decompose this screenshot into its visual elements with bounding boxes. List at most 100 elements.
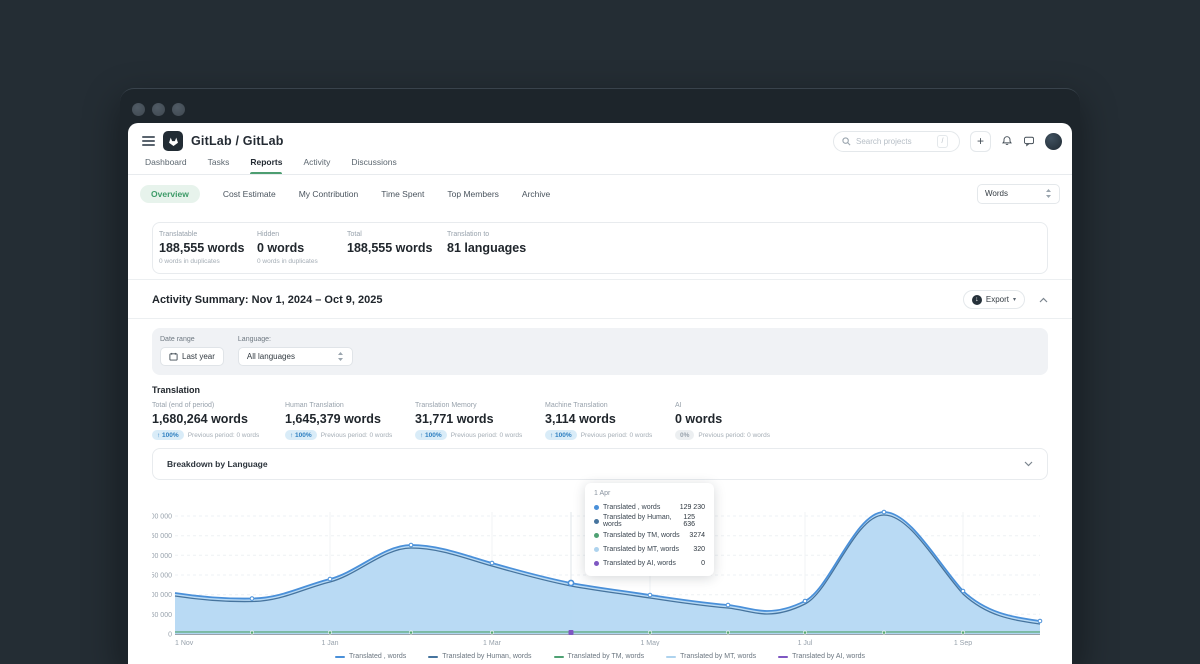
create-new-button[interactable]: +: [970, 131, 991, 152]
stat-label: Human Translation: [285, 402, 415, 409]
svg-text:1 Sep: 1 Sep: [954, 640, 972, 646]
messages-button[interactable]: [1023, 135, 1035, 147]
tooltip-row: Translated by Human, words 125 636: [594, 514, 705, 528]
trend-badge: ↑ 100%: [285, 430, 317, 440]
tab-dashboard[interactable]: Dashboard: [145, 157, 187, 174]
activity-summary-title: Activity Summary: Nov 1, 2024 – Oct 9, 2…: [152, 294, 383, 306]
stat-label: Hidden: [257, 231, 347, 238]
translation-section: Translation Total (end of period) 1,680,…: [152, 385, 1048, 440]
legend-swatch: [428, 656, 438, 658]
legend-translated-by-ai[interactable]: Translated by AI, words: [778, 653, 865, 660]
stat-label: Total: [347, 231, 447, 238]
svg-text:100 000: 100 000: [152, 592, 172, 599]
previous-period-note: Previous period: 0 words: [451, 432, 523, 439]
tab-reports[interactable]: Reports: [250, 157, 282, 174]
legend-translated-by-mt[interactable]: Translated by MT, words: [666, 653, 756, 660]
window-controls: [132, 103, 185, 116]
window-dot-1[interactable]: [132, 103, 145, 116]
subtab-archive[interactable]: Archive: [522, 189, 550, 199]
legend-swatch: [335, 656, 345, 658]
stat-label: Machine Translation: [545, 402, 675, 409]
stat-value: 3,114 words: [545, 412, 675, 426]
legend-label: Translated by TM, words: [568, 653, 645, 660]
svg-text:200 000: 200 000: [152, 553, 172, 560]
export-button[interactable]: ↓ Export ▾: [963, 290, 1025, 309]
subtab-top-members[interactable]: Top Members: [447, 189, 499, 199]
language-select[interactable]: All languages: [238, 347, 353, 366]
date-range-button[interactable]: Last year: [160, 347, 224, 366]
svg-text:1 Mar: 1 Mar: [483, 640, 502, 646]
svg-text:1 Nov: 1 Nov: [175, 640, 194, 646]
translation-mt-col: Machine Translation 3,114 words ↑ 100%Pr…: [545, 402, 675, 440]
tooltip-label: Translated by AI, words: [603, 560, 676, 567]
divider: [128, 318, 1072, 319]
notifications-button[interactable]: [1001, 135, 1013, 147]
bell-icon: [1001, 135, 1013, 147]
date-range-filter: Date range Last year: [160, 336, 224, 366]
tooltip-label: Translated by MT, words: [603, 546, 679, 553]
subtab-my-contribution[interactable]: My Contribution: [299, 189, 359, 199]
hovered-data-point[interactable]: [568, 580, 573, 585]
activity-summary-header: Activity Summary: Nov 1, 2024 – Oct 9, 2…: [128, 280, 1072, 318]
legend-label: Translated by MT, words: [680, 653, 756, 660]
hamburger-menu-icon[interactable]: [142, 136, 155, 146]
subtab-time-spent[interactable]: Time Spent: [381, 189, 424, 199]
stat-label: Total (end of period): [152, 402, 285, 409]
trend-badge: ↑ 100%: [545, 430, 577, 440]
date-range-label: Date range: [160, 336, 224, 343]
translation-human-col: Human Translation 1,645,379 words ↑ 100%…: [285, 402, 415, 440]
tooltip-value: 320: [693, 546, 705, 553]
unit-select[interactable]: Words: [977, 184, 1060, 204]
project-logo[interactable]: [163, 131, 183, 151]
reports-subtabs: Overview Cost Estimate My Contribution T…: [128, 175, 1072, 212]
legend-translated-words[interactable]: Translated , words: [335, 653, 406, 660]
subtab-cost-estimate[interactable]: Cost Estimate: [223, 189, 276, 199]
trend-badge: ↑ 100%: [415, 430, 447, 440]
translation-total-col: Total (end of period) 1,680,264 words ↑ …: [152, 402, 285, 440]
stat-value: 31,771 words: [415, 412, 545, 426]
legend-translated-by-human[interactable]: Translated by Human, words: [428, 653, 531, 660]
stat-value: 188,555 words: [159, 241, 257, 255]
y-axis-labels: 300 000 250 000 200 000 150 000 100 000 …: [152, 514, 172, 639]
gitlab-tanuki-icon: [167, 135, 180, 148]
stat-label: Translation Memory: [415, 402, 545, 409]
search-input[interactable]: [856, 137, 932, 146]
export-icon: ↓: [972, 295, 982, 305]
user-avatar[interactable]: [1045, 133, 1062, 150]
stat-translation-to: Translation to 81 languages: [447, 231, 526, 265]
filter-panel: Date range Last year Language: All langu…: [152, 328, 1048, 375]
tooltip-title: 1 Apr: [594, 490, 705, 497]
chart-legend: Translated , words Translated by Human, …: [128, 653, 1072, 660]
chat-icon: [1023, 135, 1035, 147]
export-label: Export: [986, 295, 1009, 304]
tab-activity[interactable]: Activity: [303, 157, 330, 174]
unit-select-value: Words: [985, 189, 1008, 198]
collapse-section-button[interactable]: [1039, 297, 1048, 303]
tab-tasks[interactable]: Tasks: [208, 157, 230, 174]
breakdown-by-language-card[interactable]: Breakdown by Language: [152, 448, 1048, 480]
app-window: GitLab / GitLab / +: [128, 123, 1072, 664]
svg-text:250 000: 250 000: [152, 533, 172, 540]
svg-text:0: 0: [168, 632, 172, 639]
search-icon: [842, 137, 851, 146]
date-range-value: Last year: [182, 352, 215, 361]
legend-swatch: [666, 656, 676, 658]
window-dot-2[interactable]: [152, 103, 165, 116]
subtab-overview[interactable]: Overview: [140, 185, 200, 203]
tab-discussions[interactable]: Discussions: [351, 157, 396, 174]
calendar-icon: [169, 352, 178, 361]
window-dot-3[interactable]: [172, 103, 185, 116]
tooltip-row: Translated by AI, words 0: [594, 556, 705, 570]
stat-note: 0 words in duplicates: [159, 258, 257, 265]
search-box[interactable]: /: [833, 131, 960, 152]
stat-value: 188,555 words: [347, 241, 447, 255]
legend-translated-by-tm[interactable]: Translated by TM, words: [554, 653, 645, 660]
svg-text:1 Jul: 1 Jul: [798, 640, 813, 646]
tooltip-value: 125 636: [683, 514, 705, 528]
series-dot: [594, 561, 599, 566]
stat-label: AI: [675, 402, 770, 409]
stat-note: 0 words in duplicates: [257, 258, 347, 265]
export-caret-icon: ▾: [1013, 296, 1016, 303]
series-dot: [594, 547, 599, 552]
language-label: Language:: [238, 336, 353, 343]
